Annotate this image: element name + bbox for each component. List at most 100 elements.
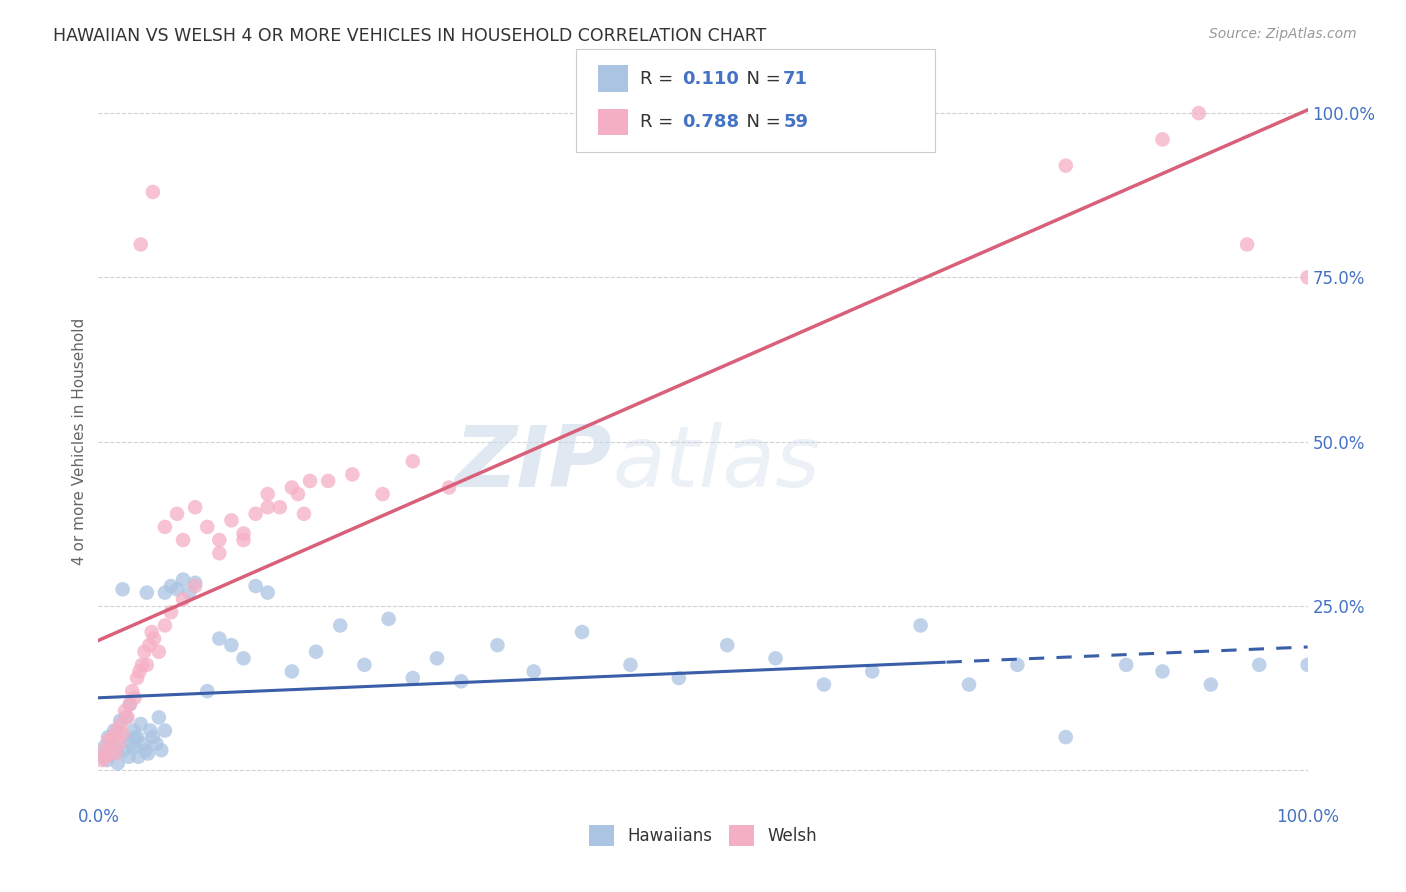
Point [115,710,138,724]
Point [100,747,122,761]
Legend: Hawaiians, Welsh: Hawaiians, Welsh [582,819,824,852]
Text: 0.788: 0.788 [682,113,740,131]
Point [160,579,183,593]
Point [910,618,932,632]
Point [143,632,166,646]
Point [1152,665,1174,679]
Point [153,618,176,632]
Point [135,585,157,599]
Point [122,723,145,738]
Point [135,657,157,672]
Point [111,730,134,744]
Point [1007,657,1029,672]
Point [232,526,254,541]
Point [128,665,150,679]
Point [107,756,129,771]
Point [166,507,188,521]
Point [153,520,176,534]
Point [129,717,152,731]
Point [148,645,170,659]
Point [1054,730,1077,744]
Point [860,665,883,679]
Point [124,730,146,744]
Point [118,749,141,764]
Point [305,645,328,659]
Point [1249,657,1271,672]
Point [118,698,141,712]
Point [153,723,176,738]
Point [1296,270,1319,285]
Point [523,665,546,679]
Point [184,575,207,590]
Point [117,710,139,724]
Point [172,533,194,547]
Point [148,710,170,724]
Point [281,665,304,679]
Point [1236,237,1258,252]
Point [353,657,375,672]
Point [132,737,155,751]
Text: N =: N = [735,113,787,131]
Point [221,638,243,652]
Point [256,585,278,599]
Point [281,481,304,495]
Point [571,625,593,640]
Text: atlas: atlas [613,422,820,505]
Text: N =: N = [735,70,787,87]
Point [195,684,218,698]
Point [153,585,176,599]
Point [104,747,127,761]
Point [124,739,146,754]
Point [114,704,136,718]
Point [129,237,152,252]
Point [136,747,159,761]
Point [139,723,162,738]
Point [287,487,309,501]
Point [172,573,194,587]
Point [716,638,738,652]
Point [619,657,641,672]
Point [110,717,132,731]
Point [208,533,231,547]
Point [111,582,134,597]
Point [245,579,267,593]
Point [256,487,278,501]
Point [292,507,315,521]
Point [142,730,165,744]
Text: ZIP: ZIP [454,422,613,505]
Point [105,723,128,738]
Point [105,743,128,757]
Point [135,743,157,757]
Point [208,546,231,560]
Point [100,743,122,757]
Point [134,645,156,659]
Point [1115,657,1137,672]
Point [402,454,425,468]
Text: 59: 59 [783,113,808,131]
Point [765,651,787,665]
Point [97,730,120,744]
Point [256,500,278,515]
Point [96,753,118,767]
Text: R =: R = [640,70,679,87]
Point [108,737,131,751]
Point [1296,657,1319,672]
Point [127,749,149,764]
Point [101,730,124,744]
Point [103,723,125,738]
Text: R =: R = [640,113,679,131]
Point [450,674,472,689]
Point [299,474,322,488]
Point [138,638,160,652]
Point [1152,132,1174,146]
Point [100,737,122,751]
Point [221,513,243,527]
Point [668,671,690,685]
Text: Source: ZipAtlas.com: Source: ZipAtlas.com [1209,27,1357,41]
Point [91,753,114,767]
Point [245,507,267,521]
Point [108,714,131,728]
Point [93,743,115,757]
Point [91,749,114,764]
Point [121,684,143,698]
